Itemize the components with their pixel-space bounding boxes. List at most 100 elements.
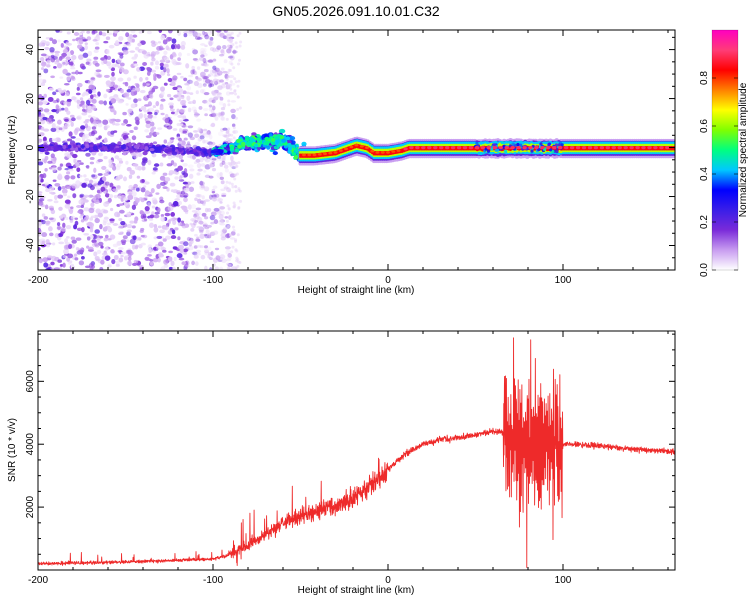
spectral-cell bbox=[113, 30, 118, 34]
spectral-cell bbox=[137, 42, 142, 47]
spectral-cell bbox=[48, 137, 53, 143]
spectral-cell bbox=[195, 194, 201, 198]
spectral-cell bbox=[230, 133, 234, 137]
spectral-cell bbox=[232, 201, 236, 205]
spectral-cell bbox=[232, 66, 236, 70]
spectral-cell bbox=[103, 226, 108, 231]
spectral-cell bbox=[78, 249, 84, 254]
spectral-cell bbox=[77, 210, 81, 214]
spectral-cell bbox=[200, 31, 206, 38]
spectral-cell bbox=[241, 141, 246, 146]
spectral-cell bbox=[182, 248, 189, 253]
spectral-cell bbox=[78, 199, 84, 205]
spectral-cell bbox=[154, 65, 160, 70]
spectral-cell bbox=[86, 236, 91, 241]
spectral-cell bbox=[173, 256, 177, 262]
spectral-cell bbox=[220, 115, 225, 121]
spectral-cell bbox=[136, 67, 141, 72]
spectral-cell bbox=[47, 255, 54, 259]
spectral-cell bbox=[211, 263, 216, 267]
spectral-cell bbox=[193, 245, 198, 249]
spectral-cell bbox=[128, 174, 133, 179]
spectral-cell bbox=[54, 60, 60, 65]
spectral-cell bbox=[148, 107, 155, 112]
spectral-cell bbox=[230, 250, 234, 254]
spectral-cell bbox=[118, 36, 124, 41]
spectral-cell bbox=[196, 147, 201, 151]
spectral-cell bbox=[166, 163, 173, 167]
spectral-cell bbox=[113, 254, 119, 260]
spectral-cell bbox=[84, 123, 89, 129]
spectral-cell bbox=[142, 157, 148, 162]
spectral-cell bbox=[236, 233, 240, 237]
spectral-cell bbox=[230, 62, 234, 66]
spectral-cell bbox=[110, 98, 117, 104]
spectral-cell bbox=[57, 166, 62, 171]
spectral-cell bbox=[150, 61, 154, 66]
spectral-cell bbox=[172, 86, 178, 91]
spectral-cell bbox=[135, 197, 140, 204]
spectral-cell bbox=[233, 177, 237, 181]
spectral-cell bbox=[129, 130, 134, 133]
spectral-cell bbox=[160, 86, 165, 92]
spectral-cell bbox=[196, 32, 202, 37]
spectral-cell bbox=[160, 181, 166, 186]
spectral-cell bbox=[211, 158, 217, 161]
spectral-cell bbox=[236, 34, 240, 38]
spectral-cell bbox=[160, 216, 166, 222]
spectral-cell bbox=[43, 216, 49, 220]
spectral-cell bbox=[182, 130, 187, 134]
spectral-cell bbox=[40, 67, 45, 71]
spectral-cell bbox=[209, 214, 216, 221]
spectral-cell bbox=[226, 84, 230, 88]
spectral-cell bbox=[176, 72, 182, 76]
spectral-cell bbox=[203, 63, 209, 67]
spectral-cell bbox=[182, 90, 187, 95]
spectral-cell bbox=[190, 204, 197, 210]
spectral-cell bbox=[192, 99, 196, 105]
spectral-cell bbox=[94, 46, 100, 50]
spectral-cell bbox=[133, 259, 139, 264]
spectral-cell bbox=[66, 186, 71, 189]
spectral-cell bbox=[162, 186, 168, 189]
spectral-cell bbox=[172, 75, 178, 81]
spectral-cell bbox=[172, 219, 177, 226]
spectral-cell bbox=[118, 257, 124, 263]
spectral-cell bbox=[212, 230, 219, 235]
spectral-cell bbox=[57, 194, 64, 199]
spectral-cell bbox=[202, 58, 207, 63]
spectral-cell bbox=[171, 81, 176, 87]
spectral-cell bbox=[134, 53, 139, 58]
spectral-cell bbox=[189, 237, 194, 242]
spectral-cell bbox=[230, 231, 236, 236]
spectral-cell bbox=[57, 108, 62, 112]
spectral-cell bbox=[86, 164, 90, 170]
spectral-cell bbox=[103, 40, 109, 44]
spectral-cell bbox=[210, 160, 215, 166]
spectral-cell bbox=[211, 167, 217, 172]
spectral-cell bbox=[127, 256, 132, 262]
spectral-cell bbox=[183, 197, 188, 203]
spectral-cell bbox=[219, 223, 226, 226]
spectral-cell bbox=[62, 262, 66, 268]
spectral-cell bbox=[199, 229, 204, 234]
spectral-cell bbox=[109, 207, 114, 212]
spectral-cell bbox=[138, 76, 143, 82]
spectral-cell bbox=[301, 141, 307, 147]
spectral-cell bbox=[168, 250, 174, 254]
spectral-cell bbox=[140, 214, 145, 220]
spectral-cell bbox=[59, 163, 64, 167]
spectral-cell bbox=[89, 266, 94, 270]
spectral-cell bbox=[43, 93, 47, 98]
spectral-cell bbox=[234, 189, 238, 193]
spectral-cell bbox=[204, 249, 210, 254]
spectral-cell bbox=[38, 78, 44, 84]
spectral-cell bbox=[227, 189, 231, 193]
spectral-cell bbox=[65, 225, 72, 230]
spectral-cell bbox=[143, 104, 150, 107]
spectral-cell bbox=[77, 44, 83, 50]
spectral-cell bbox=[95, 69, 102, 73]
spectral-cell bbox=[198, 220, 204, 225]
spectral-cell bbox=[180, 75, 184, 79]
